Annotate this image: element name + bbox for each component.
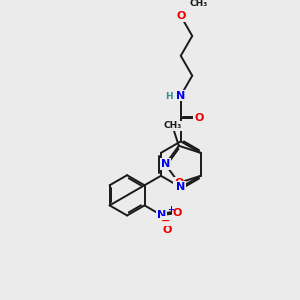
Text: N: N xyxy=(157,210,166,220)
Text: O: O xyxy=(174,178,184,188)
Text: O: O xyxy=(163,225,172,235)
Text: O: O xyxy=(194,113,204,124)
Text: N: N xyxy=(176,91,185,100)
Text: CH₃: CH₃ xyxy=(190,0,208,8)
Text: H: H xyxy=(165,92,173,101)
Text: N: N xyxy=(161,159,170,169)
Text: N: N xyxy=(176,182,185,192)
Text: O: O xyxy=(176,11,185,21)
Text: O: O xyxy=(172,208,182,218)
Text: CH₃: CH₃ xyxy=(163,121,182,130)
Text: +: + xyxy=(168,205,175,214)
Text: −: − xyxy=(160,216,170,226)
